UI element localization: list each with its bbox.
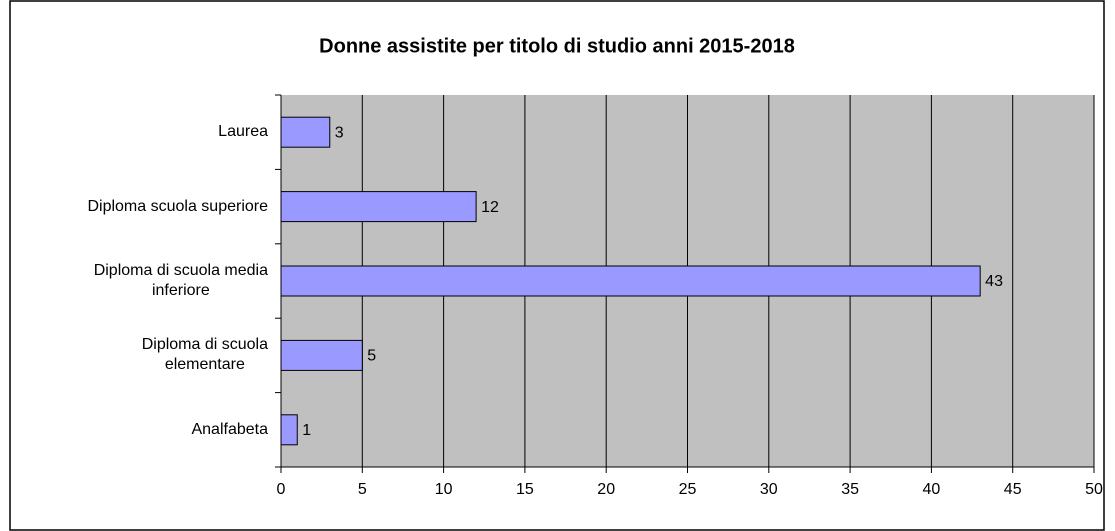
y-tick-label: Diploma di scuola elementare [141,336,268,374]
bar [280,191,477,223]
data-label: 1 [302,422,311,439]
x-tick-label: 10 [435,481,453,498]
bar [280,414,298,446]
x-tick-label: 25 [679,481,697,498]
bar [280,339,363,371]
x-tick-label: 30 [760,481,778,498]
data-label: 43 [985,273,1003,290]
data-label: 12 [481,199,499,216]
y-tick-label: Diploma scuola superiore [87,197,268,215]
bar [280,265,981,297]
x-tick-label: 45 [1004,481,1022,498]
data-label: 3 [335,124,344,141]
chart-title: Donne assistite per titolo di studio ann… [319,35,795,57]
y-tick-label: Diploma di scuola media inferiore [93,262,268,299]
x-tick-label: 0 [277,481,286,498]
x-tick-label: 5 [358,481,367,498]
x-tick-label: 35 [841,481,859,498]
y-tick-label: Laurea [218,123,268,141]
x-tick-label: 15 [516,481,534,498]
bar [280,116,331,148]
x-tick-label: 40 [923,481,941,498]
data-label: 5 [367,348,376,365]
y-tick-label: Analfabeta [191,420,268,438]
x-tick-label: 50 [1085,481,1103,498]
x-tick-label: 20 [597,481,615,498]
